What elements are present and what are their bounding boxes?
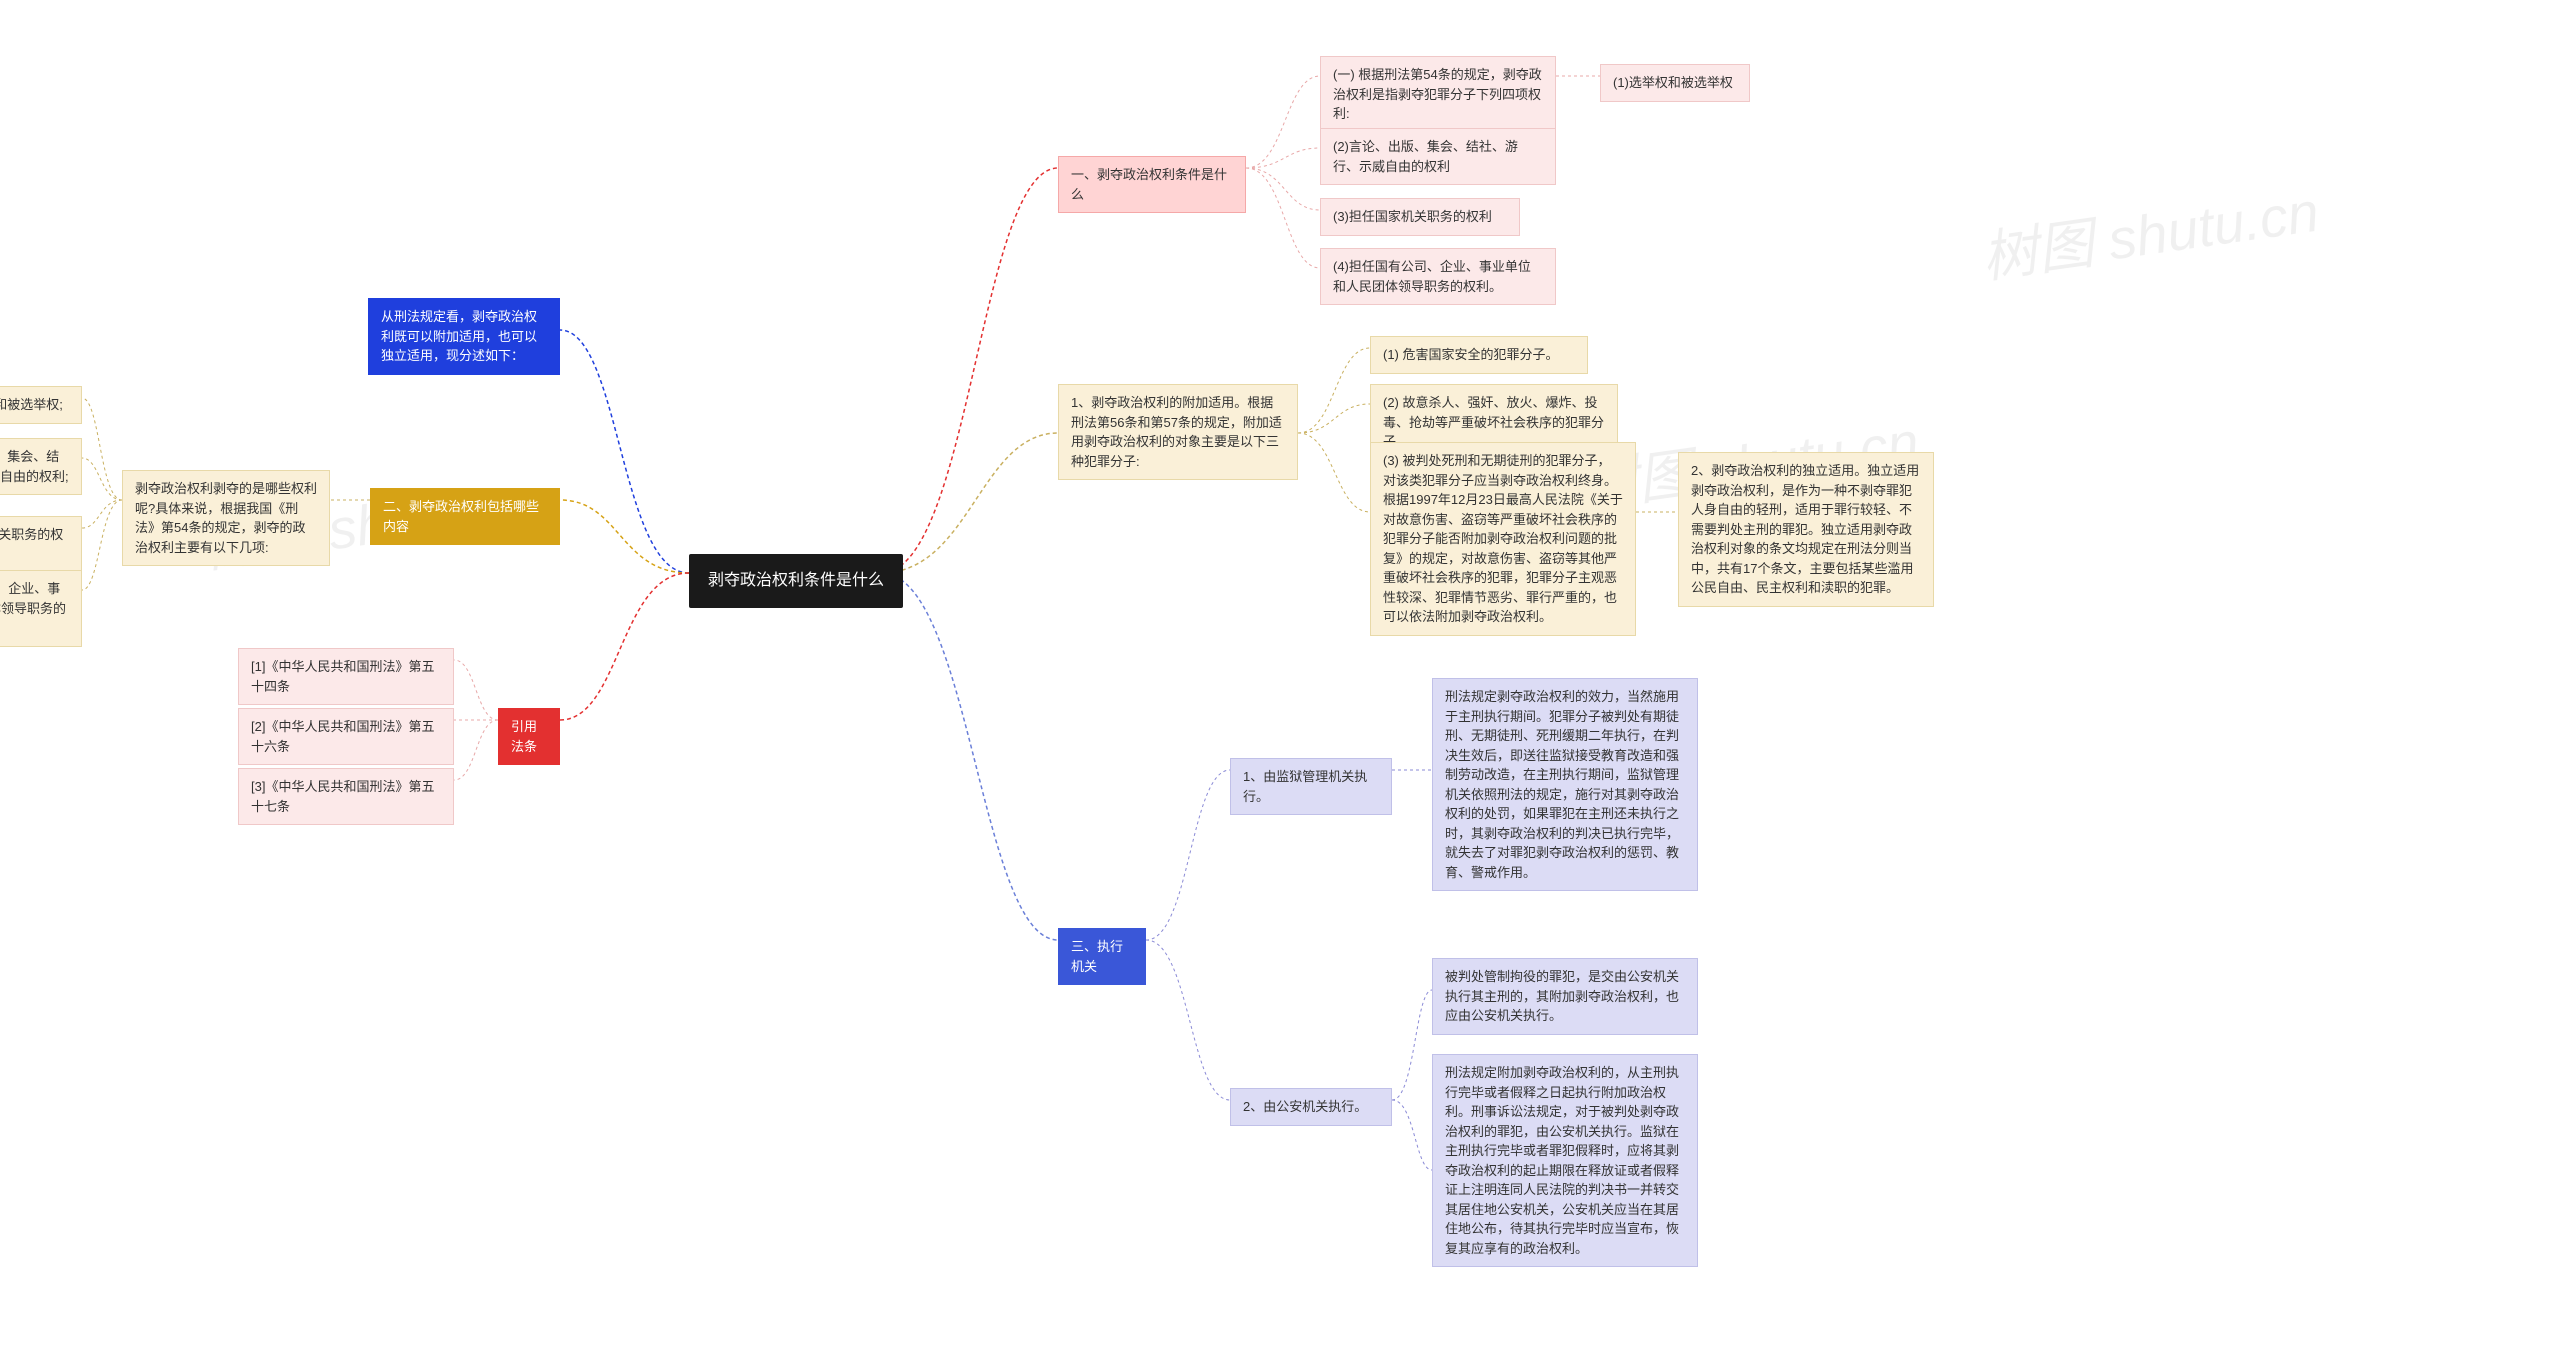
sec1-item-2[interactable]: (2)言论、出版、集会、结社、游行、示威自由的权利 <box>1320 128 1556 185</box>
section-blue[interactable]: 从刑法规定看，剥夺政治权利既可以附加适用，也可以独立适用，现分述如下： <box>368 298 560 375</box>
section-ref-title[interactable]: 引用法条 <box>498 708 560 765</box>
section-1b-title[interactable]: 1、剥夺政治权利的附加适用。根据刑法第56条和第57条的规定，附加适用剥夺政治权… <box>1058 384 1298 480</box>
sec1-item-1[interactable]: (一) 根据刑法第54条的规定，剥夺政治权利是指剥夺犯罪分子下列四项权利: <box>1320 56 1556 133</box>
sec1-item-1a[interactable]: (1)选举权和被选举权 <box>1600 64 1750 102</box>
sec3-item-2[interactable]: 2、由公安机关执行。 <box>1230 1088 1392 1126</box>
sec1b-child-4[interactable]: 2、剥夺政治权利的独立适用。独立适用剥夺政治权利，是作为一种不剥夺罪犯人身自由的… <box>1678 452 1934 607</box>
watermark: 树图 shutu.cn <box>1976 167 2323 294</box>
sec1b-child-1[interactable]: (1) 危害国家安全的犯罪分子。 <box>1370 336 1588 374</box>
sec3-item-2b[interactable]: 刑法规定附加剥夺政治权利的，从主刑执行完毕或者假释之日起执行附加政治权利。刑事诉… <box>1432 1054 1698 1267</box>
sec1b-child-3[interactable]: (3) 被判处死刑和无期徒刑的犯罪分子，对该类犯罪分子应当剥夺政治权利终身。根据… <box>1370 442 1636 636</box>
section-2-title[interactable]: 二、剥夺政治权利包括哪些内容 <box>370 488 560 545</box>
sec2-item-1[interactable]: 1、选举权和被选举权; <box>0 386 82 424</box>
sec2-desc[interactable]: 剥夺政治权利剥夺的是哪些权利呢?具体来说，根据我国《刑法》第54条的规定，剥夺的… <box>122 470 330 566</box>
root-node[interactable]: 剥夺政治权利条件是什么 <box>689 554 903 608</box>
ref-item-2[interactable]: [2]《中华人民共和国刑法》第五十六条 <box>238 708 454 765</box>
sec3-item-2a[interactable]: 被判处管制拘役的罪犯，是交由公安机关执行其主刑的，其附加剥夺政治权利，也应由公安… <box>1432 958 1698 1035</box>
sec2-item-4[interactable]: 4、担任国有公司、企业、事业单位和人民团体领导职务的权利。 <box>0 570 82 647</box>
sec2-item-2[interactable]: 2、言论、出版、集会、结社、游行和示威自由的权利; <box>0 438 82 495</box>
sec3-item-1[interactable]: 1、由监狱管理机关执行。 <box>1230 758 1392 815</box>
sec1-item-4[interactable]: (4)担任国有公司、企业、事业单位和人民团体领导职务的权利。 <box>1320 248 1556 305</box>
sec3-item-1-detail[interactable]: 刑法规定剥夺政治权利的效力，当然施用于主刑执行期间。犯罪分子被判处有期徒刑、无期… <box>1432 678 1698 891</box>
section-3-title[interactable]: 三、执行机关 <box>1058 928 1146 985</box>
ref-item-3[interactable]: [3]《中华人民共和国刑法》第五十七条 <box>238 768 454 825</box>
ref-item-1[interactable]: [1]《中华人民共和国刑法》第五十四条 <box>238 648 454 705</box>
section-1-title[interactable]: 一、剥夺政治权利条件是什么 <box>1058 156 1246 213</box>
sec1-item-3[interactable]: (3)担任国家机关职务的权利 <box>1320 198 1520 236</box>
sec2-item-3[interactable]: 3、担任国家机关职务的权利; <box>0 516 82 573</box>
